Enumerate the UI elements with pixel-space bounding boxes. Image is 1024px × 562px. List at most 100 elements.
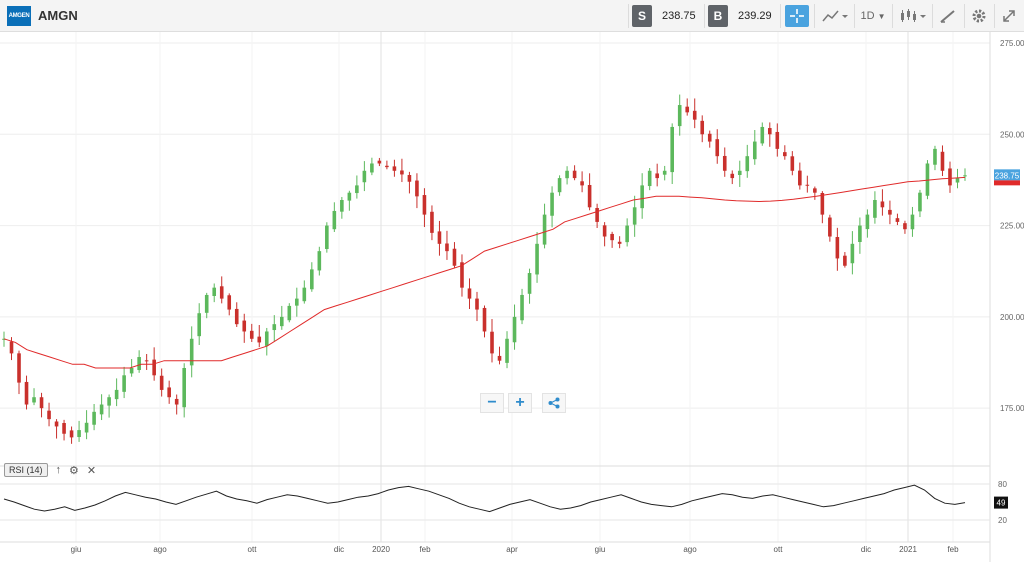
- candle-up: [32, 397, 36, 403]
- candles: [2, 94, 967, 444]
- candle-up: [272, 324, 277, 331]
- candle-down: [467, 288, 472, 299]
- candle-down: [460, 262, 464, 288]
- buy-tag: B: [708, 5, 728, 27]
- candle-down: [767, 128, 772, 135]
- zoom-in-button[interactable]: +: [508, 393, 532, 413]
- candle-up: [355, 185, 359, 194]
- candle-up: [295, 298, 299, 306]
- candle-up: [279, 316, 284, 327]
- candle-up: [362, 170, 367, 183]
- candle-down: [813, 188, 817, 193]
- candle-down: [610, 233, 614, 241]
- price-tick-label: 275.00: [1000, 39, 1024, 48]
- candle-down: [730, 173, 735, 179]
- candle-up: [332, 210, 337, 230]
- rsi-level-label: 80: [998, 480, 1007, 489]
- candle-up: [752, 141, 757, 160]
- share-button[interactable]: [542, 393, 566, 413]
- candle-down: [9, 341, 14, 354]
- toolbar-separator: [964, 4, 965, 28]
- fullscreen-button[interactable]: [998, 5, 1020, 27]
- expand-icon: [1003, 10, 1015, 22]
- crosshair-button[interactable]: [785, 5, 809, 27]
- chart-grid: [0, 32, 991, 562]
- candle-down: [940, 151, 945, 171]
- candle-up: [925, 163, 930, 196]
- toolbar-separator: [994, 4, 995, 28]
- candle-down: [798, 170, 802, 186]
- candle-down: [888, 209, 892, 215]
- candle-down: [437, 231, 442, 244]
- candle-down: [903, 223, 907, 230]
- candle-up: [520, 294, 524, 321]
- candle-down: [234, 308, 239, 325]
- rsi-value-text: 49: [997, 499, 1006, 508]
- chart-type-dropdown[interactable]: [898, 5, 928, 27]
- candlestick-icon: [901, 9, 926, 22]
- candle-up: [99, 404, 104, 415]
- price-chart[interactable]: 275.00 250.00 225.00 200.00 175.00 80 20 49 gi…: [0, 32, 1024, 562]
- candle-down: [430, 211, 434, 233]
- candle-up: [535, 243, 539, 275]
- candle-down: [805, 184, 810, 186]
- candle-up: [77, 430, 81, 438]
- candle-up: [557, 178, 562, 193]
- candle-down: [47, 410, 51, 420]
- candle-down: [39, 397, 44, 409]
- sma-price-badge: [994, 180, 1020, 186]
- candle-up: [647, 170, 652, 187]
- settings-button[interactable]: [968, 5, 990, 27]
- candle-up: [737, 170, 742, 176]
- buy-price: 239.29: [738, 10, 772, 22]
- candle-up: [317, 251, 322, 271]
- candle-up: [189, 338, 194, 366]
- time-tick-label: feb: [947, 545, 959, 554]
- buy-price-button[interactable]: B 239.29: [708, 5, 772, 27]
- time-tick-label: dic: [334, 545, 344, 554]
- candle-up: [745, 156, 750, 172]
- price-tick-label: 175.00: [1000, 404, 1024, 413]
- price-tick-label: 250.00: [1000, 130, 1024, 139]
- time-tick-label: feb: [419, 545, 431, 554]
- candle-down: [685, 106, 690, 113]
- candle-down: [422, 195, 427, 215]
- close-icon[interactable]: ✕: [86, 464, 97, 477]
- sell-price-button[interactable]: S 238.75: [632, 5, 696, 27]
- candle-up: [933, 148, 937, 165]
- drawing-pen-button[interactable]: [936, 5, 960, 27]
- toolbar-separator: [780, 4, 781, 28]
- candle-down: [400, 170, 404, 175]
- candle-down: [62, 423, 66, 434]
- arrow-up-icon[interactable]: ↑: [55, 464, 62, 476]
- price-axis: 275.00 250.00 225.00 200.00 175.00: [1000, 39, 1024, 413]
- candle-up: [302, 287, 307, 302]
- candle-down: [880, 201, 885, 208]
- share-icon: [548, 397, 560, 409]
- time-tick-label: ago: [683, 545, 697, 554]
- candle-down: [587, 185, 592, 208]
- draw-tools-button[interactable]: [820, 5, 850, 27]
- candle-up: [84, 422, 89, 433]
- candle-up: [264, 331, 269, 346]
- price-tick-label: 225.00: [1000, 222, 1024, 231]
- rsi-level-label: 20: [998, 516, 1007, 525]
- candle-down: [715, 139, 720, 157]
- candle-down: [445, 243, 449, 252]
- candle-down: [17, 353, 21, 383]
- gear-icon[interactable]: ⚙: [69, 464, 79, 477]
- time-tick-label: giu: [595, 545, 606, 554]
- time-tick-label: ott: [248, 545, 258, 554]
- chevron-down-icon: ▼: [877, 11, 886, 21]
- toolbar-separator: [854, 4, 855, 28]
- candle-down: [655, 173, 659, 179]
- interval-dropdown[interactable]: 1D ▼: [860, 5, 886, 27]
- sell-tag: S: [632, 5, 652, 27]
- candle-down: [482, 307, 487, 332]
- sma-line: [3, 176, 966, 369]
- candle-up: [625, 225, 629, 243]
- interval-label: 1D: [860, 10, 875, 22]
- toolbar-separator: [704, 4, 705, 28]
- rsi-label[interactable]: RSI (14): [4, 463, 48, 477]
- zoom-out-button[interactable]: −: [480, 393, 504, 413]
